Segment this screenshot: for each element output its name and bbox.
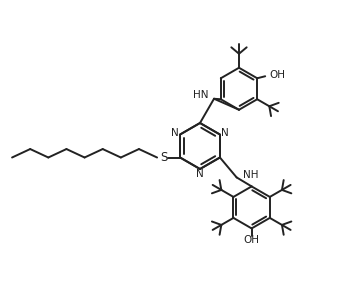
Text: NH: NH [242, 171, 258, 181]
Text: N: N [221, 128, 229, 138]
Text: HN: HN [192, 90, 208, 100]
Text: S: S [160, 151, 168, 164]
Text: N: N [196, 169, 204, 179]
Text: N: N [171, 128, 179, 138]
Text: OH: OH [244, 235, 260, 245]
Text: OH: OH [269, 70, 285, 80]
